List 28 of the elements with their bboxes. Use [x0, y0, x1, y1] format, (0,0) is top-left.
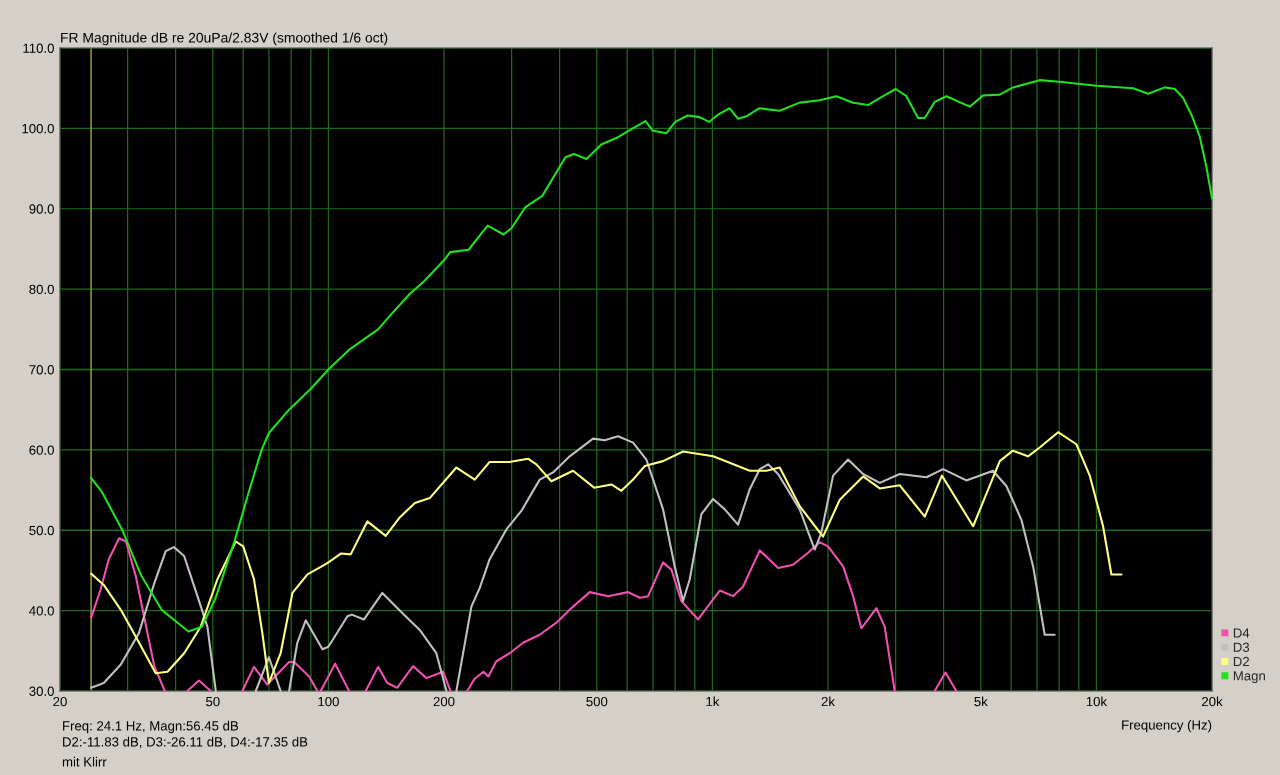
y-tick-label: 100.0: [22, 123, 54, 134]
chart-title: FR Magnitude dB re 20uPa/2.83V (smoothed 1/6 oct): [61, 32, 388, 46]
x-tick-label: 1k: [706, 696, 720, 707]
y-tick-label: 30.0: [29, 686, 54, 696]
legend-label: D4: [1233, 628, 1250, 638]
text: mit Klirr: [62, 756, 107, 767]
x-tick-label: 2k: [821, 696, 835, 707]
text: D2:-11.83 dB, D3:-26.11 dB, D4:-17.35 dB: [63, 736, 308, 749]
text: Freq: 24.1 Hz, Magn:56.45 dB: [63, 720, 239, 734]
legend-label: D2: [1233, 656, 1249, 667]
y-tick-label: 70.0: [29, 365, 54, 375]
x-tick-label: 20k: [1202, 696, 1223, 707]
y-tick-label: 110.0: [23, 43, 54, 53]
y-tick-label: 90.0: [29, 204, 54, 214]
x-tick-label: 20: [53, 696, 67, 707]
legend-label: Magn: [1233, 671, 1265, 684]
x-tick-label: 5k: [974, 696, 988, 707]
x-tick-label: 10k: [1086, 696, 1108, 707]
y-tick-label: 50.0: [29, 525, 54, 536]
y-tick-label: 60.0: [29, 445, 54, 455]
x-axis-title: Frequency (Hz): [1122, 719, 1212, 733]
x-tick-label: 200: [433, 696, 455, 707]
x-tick-label: 50: [206, 696, 220, 707]
x-tick-label: 100: [318, 696, 339, 707]
y-tick-label: 40.0: [29, 606, 54, 616]
legend-label: D3: [1233, 642, 1250, 652]
y-tick-label: 80.0: [29, 284, 54, 295]
x-tick-label: 500: [586, 696, 608, 707]
